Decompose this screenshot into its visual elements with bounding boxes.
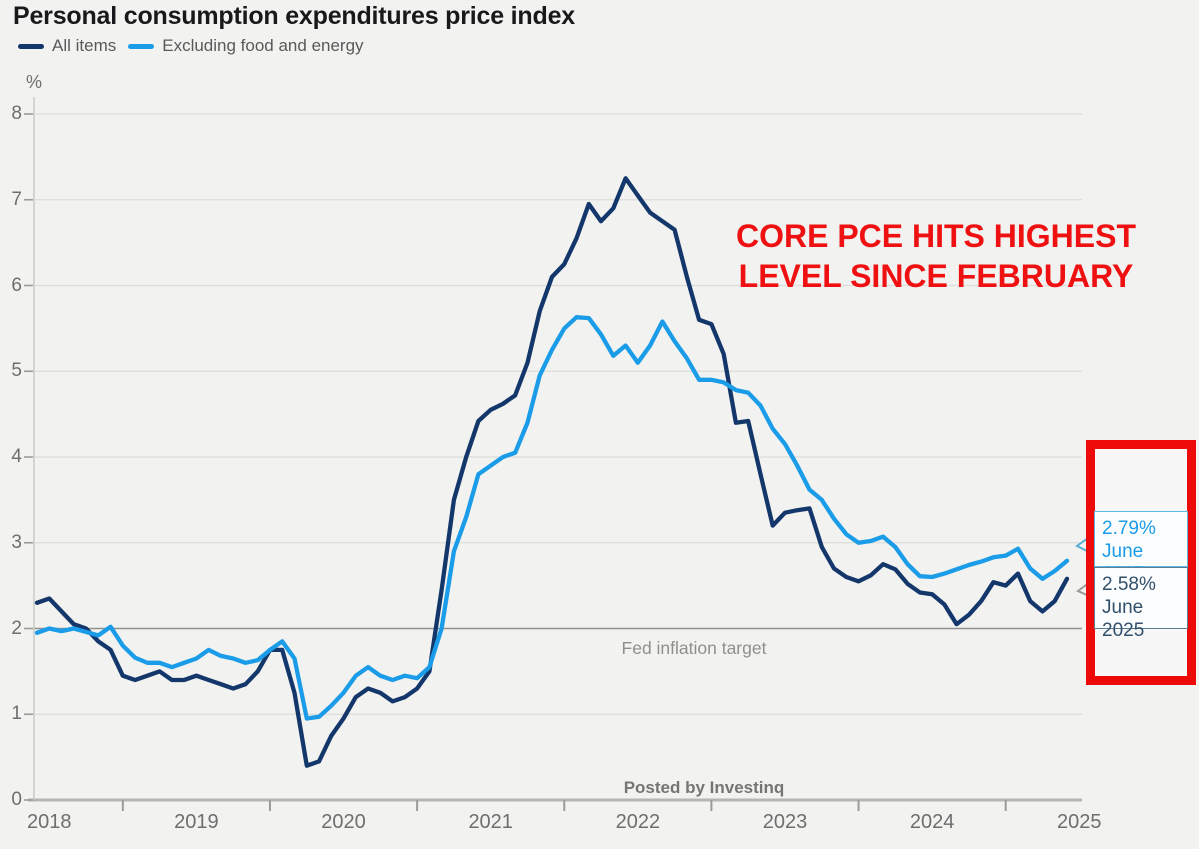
y-axis-label: 8: [11, 103, 22, 124]
all-items-swatch-icon: [18, 43, 44, 49]
x-axis-label: 2025: [1057, 811, 1102, 833]
series-line-all-items: [34, 176, 1070, 768]
annotation-headline: CORE PCE HITS HIGHEST LEVEL SINCE FEBRUA…: [710, 216, 1162, 296]
x-axis-label: 2024: [909, 811, 955, 833]
x-axis-label: 2018: [27, 811, 72, 833]
y-axis-label: 0: [11, 789, 22, 810]
callout-core-pce: 2.79% June 2025: [1094, 511, 1188, 585]
core-callout-arrow-icon: [1075, 537, 1089, 552]
callout-all-date: June 2025: [1102, 597, 1145, 641]
y-axis-label: 5: [11, 360, 22, 382]
callout-all-items: 2.58% June 2025: [1094, 567, 1188, 641]
chart-title: Personal consumption expenditures price …: [13, 2, 575, 30]
y-axis-label: 2: [11, 617, 22, 639]
x-axis-label: 2023: [762, 811, 808, 833]
watermark: Posted by Investinq: [623, 778, 785, 797]
legend-item-core: Excluding food and energy: [128, 36, 364, 56]
callout-all-value: 2.58%: [1102, 574, 1156, 595]
legend-label-core: Excluding food and energy: [162, 36, 364, 55]
x-axis-label: 2019: [174, 811, 219, 833]
y-axis-unit-label: %: [26, 72, 43, 92]
x-axis-label: 2022: [615, 811, 661, 833]
x-axis-label: 2020: [321, 811, 366, 833]
callout-core-value: 2.79%: [1102, 518, 1156, 539]
x-axis-label: 2021: [468, 811, 513, 833]
annotation-line-2: LEVEL SINCE FEBRUARY: [738, 258, 1134, 294]
annotation-line-1: CORE PCE HITS HIGHEST: [735, 218, 1137, 254]
y-axis-label: 4: [11, 446, 22, 467]
legend-label-all-items: All items: [52, 36, 117, 55]
y-axis-label: 7: [11, 188, 22, 210]
y-axis-label: 1: [11, 703, 22, 725]
core-swatch-icon: [128, 43, 155, 49]
fed-inflation-target-label: Fed inflation target: [621, 638, 767, 658]
legend: All items Excluding food and energy: [18, 36, 364, 56]
y-axis-label: 3: [11, 531, 22, 553]
legend-item-all-items: All items: [18, 36, 116, 56]
y-axis-label: 6: [11, 274, 22, 296]
series-line-core: [34, 315, 1070, 721]
